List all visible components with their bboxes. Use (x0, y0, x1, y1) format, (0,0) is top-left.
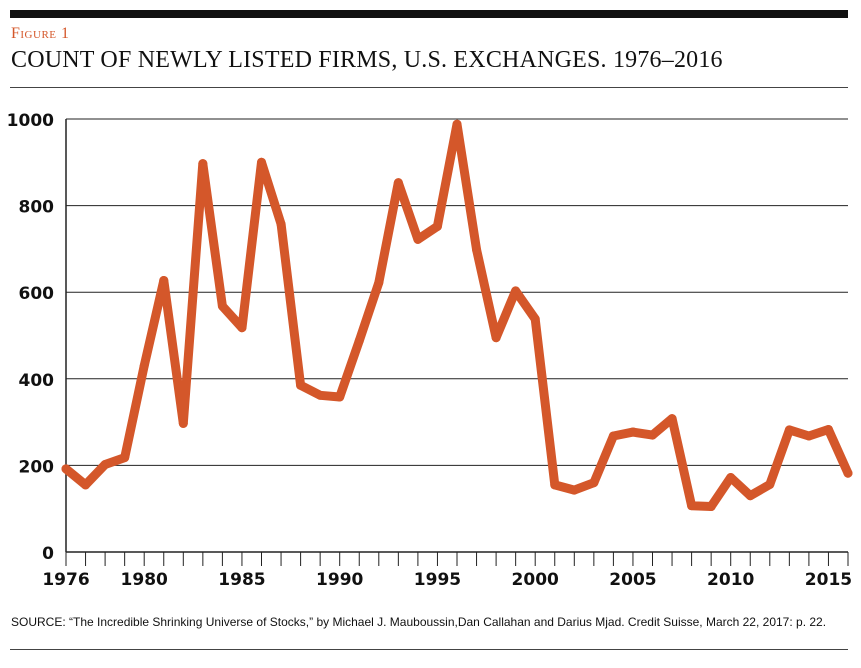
data-point-2009 (706, 502, 716, 512)
data-point-1997 (472, 245, 482, 255)
figure-label: Figure 1 (11, 25, 70, 42)
series (61, 119, 853, 512)
top-rule (10, 10, 848, 18)
x-tick-labels: 1976 1980 1985 1990 1995 2000 2005 2010 2015 (42, 570, 852, 590)
data-point-1985 (237, 323, 247, 333)
data-point-1977 (81, 480, 91, 490)
bottom-rule (10, 649, 848, 650)
data-point-1986 (257, 157, 266, 167)
data-point-2011 (745, 491, 755, 501)
data-point-2008 (687, 501, 697, 511)
data-point-2002 (569, 485, 579, 495)
data-point-1981 (159, 276, 169, 286)
data-point-2000 (530, 314, 540, 324)
data-point-2010 (726, 473, 736, 483)
y-tick-label: 200 (19, 457, 55, 477)
data-point-2005 (628, 427, 638, 437)
data-point-2012 (765, 479, 775, 489)
data-point-1984 (217, 301, 227, 311)
data-point-2003 (589, 478, 599, 488)
data-point-1982 (178, 418, 188, 428)
x-tick-label: 2005 (609, 570, 656, 590)
y-tick-label: 0 (42, 544, 54, 564)
data-point-1988 (296, 380, 306, 390)
data-point-1991 (354, 336, 364, 346)
data-point-1994 (413, 234, 423, 244)
data-point-1979 (120, 453, 130, 463)
x-tick-label: 2010 (707, 570, 754, 590)
data-point-1987 (276, 219, 286, 229)
data-point-2001 (550, 480, 560, 490)
data-point-1995 (432, 221, 442, 231)
x-tick-label: 2000 (512, 570, 559, 590)
data-point-1976 (61, 464, 71, 474)
data-point-1978 (100, 460, 110, 470)
data-point-1989 (315, 390, 325, 400)
x-tick-label: 1980 (121, 570, 168, 590)
x-tick-label: 1995 (414, 570, 461, 590)
y-tick-label: 600 (19, 284, 55, 304)
data-point-2014 (804, 431, 814, 441)
data-point-1990 (335, 392, 345, 402)
data-point-2013 (784, 425, 794, 435)
data-point-1998 (491, 333, 501, 343)
title-rule (10, 87, 848, 88)
line-chart: 0 200 400 600 800 1000 1976 1980 1985 1990 1995 20… (7, 111, 853, 590)
source-note: SOURCE: “The Incredible Shrinking Univer… (11, 615, 827, 629)
y-tick-label: 800 (19, 198, 55, 218)
axes (65, 119, 849, 566)
series-line (61, 119, 853, 511)
data-point-2004 (608, 431, 618, 441)
data-point-1992 (374, 278, 384, 288)
data-point-2016 (843, 468, 853, 478)
data-point-1983 (198, 159, 208, 169)
data-point-1999 (511, 286, 521, 296)
data-point-1993 (393, 178, 403, 188)
x-tick-label: 1985 (218, 570, 265, 590)
x-tick-label: 2015 (805, 570, 852, 590)
data-point-1980 (139, 361, 149, 371)
figure-title: COUNT OF NEWLY LISTED FIRMS, U.S. EXCHAN… (11, 47, 723, 73)
x-tick-label: 1990 (316, 570, 363, 590)
data-point-1996 (452, 119, 462, 129)
y-tick-label: 400 (19, 371, 55, 391)
data-point-2006 (648, 430, 657, 440)
y-tick-label: 1000 (7, 111, 54, 131)
data-point-2015 (823, 424, 833, 434)
y-tick-labels: 0 200 400 600 800 1000 (7, 111, 54, 564)
data-point-2007 (667, 414, 677, 424)
x-tick-label: 1976 (42, 570, 89, 590)
